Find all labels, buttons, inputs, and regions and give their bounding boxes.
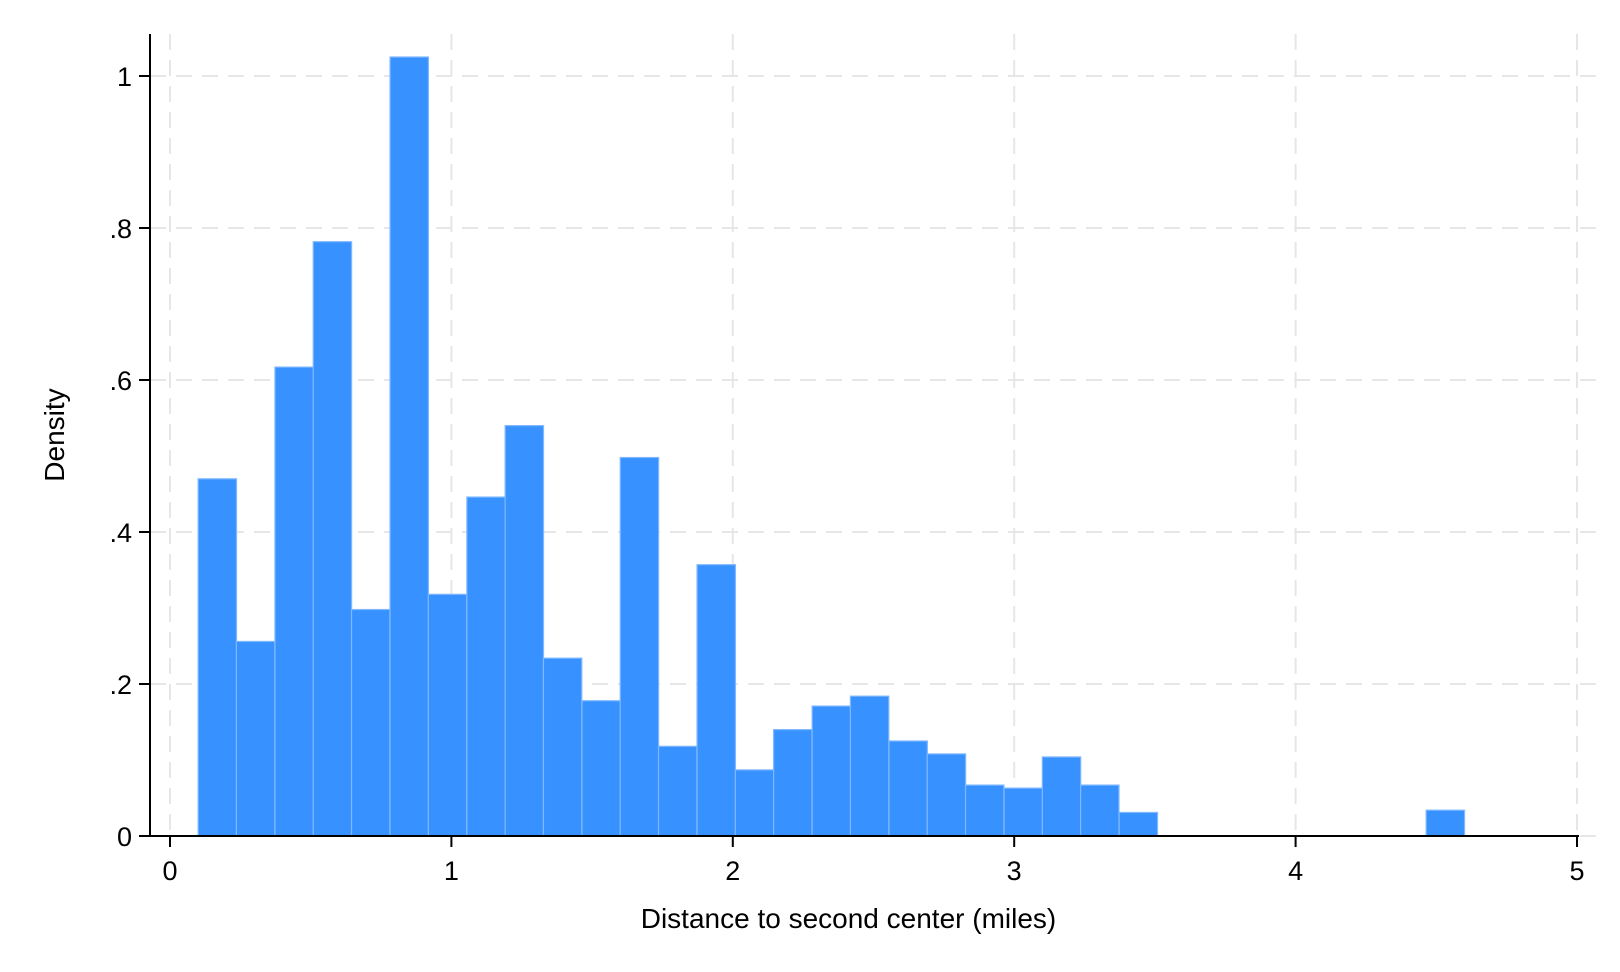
x-tick-label: 5 — [1569, 856, 1584, 886]
histogram-bar — [466, 496, 506, 837]
x-axis-title: Distance to second center (miles) — [641, 903, 1057, 934]
histogram-bar — [504, 425, 545, 837]
histogram-bar — [1118, 811, 1159, 837]
histogram-bar — [274, 366, 314, 837]
histogram-bar — [197, 478, 238, 837]
histogram-bar — [849, 695, 890, 837]
y-tick-label: 0 — [117, 822, 132, 852]
histogram-bar — [542, 657, 583, 837]
x-tick-label: 1 — [444, 856, 459, 886]
axes — [149, 34, 1579, 837]
histogram-bar — [926, 753, 967, 837]
histogram-bar — [312, 241, 353, 837]
histogram-bar — [581, 700, 621, 837]
histogram-bar — [1425, 809, 1466, 837]
x-tick-label: 4 — [1288, 856, 1303, 886]
x-tick-label: 2 — [725, 856, 740, 886]
y-axis-title: Density — [39, 388, 70, 481]
histogram-bar — [964, 784, 1005, 837]
histogram-bar — [1080, 784, 1120, 837]
histogram-bar — [888, 740, 928, 837]
histogram-bar — [657, 745, 698, 837]
histogram-bar — [235, 640, 276, 837]
histogram-bars — [197, 56, 1466, 837]
histogram-bar — [773, 728, 813, 837]
y-tick-label: .2 — [109, 670, 132, 700]
histogram-bar — [619, 456, 660, 837]
histogram-bar — [350, 608, 391, 837]
axis-ticks: 0 1 2 3 4 5 0 .2 .4 .6 .8 1 — [109, 62, 1584, 886]
x-tick-label: 3 — [1007, 856, 1022, 886]
histogram-bar — [811, 705, 852, 837]
x-tick-label: 0 — [162, 856, 177, 886]
y-tick-label: .6 — [109, 366, 132, 396]
y-tick-label: .8 — [109, 214, 132, 244]
y-tick-label: .4 — [109, 518, 132, 548]
histogram-bar — [1041, 756, 1082, 837]
histogram-bar — [389, 56, 430, 837]
histogram-bar — [734, 769, 775, 837]
histogram-bar — [696, 564, 737, 837]
y-tick-label: 1 — [117, 62, 132, 92]
histogram-bar — [1003, 787, 1044, 837]
histogram-bar — [427, 593, 468, 837]
